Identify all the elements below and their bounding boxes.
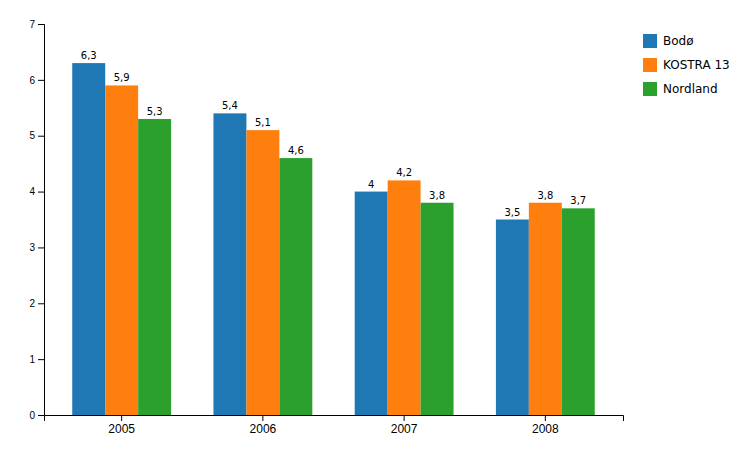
bar xyxy=(355,192,388,415)
x-tick: 2008 xyxy=(532,415,559,436)
data-label: 3,8 xyxy=(537,190,553,201)
x-tick-label: 2006 xyxy=(250,422,277,436)
y-tick-label: 6 xyxy=(29,75,35,86)
bar xyxy=(246,130,279,415)
y-tick-mark xyxy=(38,80,44,81)
data-label: 3,7 xyxy=(570,195,586,206)
y-tick: 5 xyxy=(29,130,44,141)
bar xyxy=(529,203,562,415)
y-tick: 1 xyxy=(29,354,44,365)
x-tick-label: 2007 xyxy=(391,422,418,436)
y-tick-label: 1 xyxy=(29,354,35,365)
x-axis-line xyxy=(45,416,624,422)
legend-label: Bodø xyxy=(663,34,694,48)
plot: 0 1 2 3 4 5 6 7 2005 2006 2007 2008 6,3 5,4 4 3,5 5,9 5,1… xyxy=(29,19,623,436)
y-tick-mark xyxy=(38,247,44,248)
legend-swatch xyxy=(643,82,657,96)
y-tick-label: 5 xyxy=(29,130,35,141)
y-axis: 0 1 2 3 4 5 6 7 xyxy=(29,19,44,421)
y-axis-line xyxy=(38,25,45,416)
y-tick-mark xyxy=(38,136,44,137)
data-label: 3,5 xyxy=(504,207,520,218)
data-label: 4,6 xyxy=(288,145,304,156)
y-tick-label: 0 xyxy=(29,410,35,421)
y-tick-mark xyxy=(38,415,44,416)
bar xyxy=(138,119,171,415)
bar xyxy=(213,113,246,415)
y-tick: 2 xyxy=(29,298,44,309)
y-tick-label: 3 xyxy=(29,242,35,253)
data-label: 4 xyxy=(368,179,374,190)
y-tick: 4 xyxy=(29,186,44,197)
data-label: 5,4 xyxy=(222,100,238,111)
y-tick: 3 xyxy=(29,242,44,253)
data-labels: 6,3 5,4 4 3,5 5,9 5,1 4,2 3,8 5,3 4,6 3,8 3,7 xyxy=(81,50,586,217)
data-label: 4,2 xyxy=(396,167,412,178)
x-tick: 2007 xyxy=(391,415,418,436)
x-tick: 2006 xyxy=(250,415,277,436)
x-tick-mark xyxy=(545,415,546,421)
x-tick-mark xyxy=(404,415,405,421)
x-axis: 2005 2006 2007 2008 xyxy=(45,415,624,436)
bar xyxy=(562,208,595,415)
data-label: 6,3 xyxy=(81,50,97,61)
y-tick: 0 xyxy=(29,410,44,421)
x-tick: 2005 xyxy=(108,415,135,436)
bars xyxy=(72,63,595,415)
legend-item: Nordland xyxy=(643,82,718,96)
bar xyxy=(388,180,421,415)
x-tick-label: 2008 xyxy=(532,422,559,436)
legend-swatch xyxy=(643,34,657,48)
y-tick: 6 xyxy=(29,75,44,86)
legend-label: Nordland xyxy=(663,82,718,96)
y-tick-label: 4 xyxy=(29,186,35,197)
legend-label: KOSTRA 13 xyxy=(663,58,730,72)
legend-swatch xyxy=(643,58,657,72)
y-tick-mark xyxy=(38,24,44,25)
data-label: 5,1 xyxy=(255,117,271,128)
bar xyxy=(279,158,312,415)
bar xyxy=(105,85,138,415)
bar xyxy=(72,63,105,415)
x-tick-mark xyxy=(121,415,122,421)
y-tick-mark xyxy=(38,192,44,193)
legend: Bodø KOSTRA 13 Nordland xyxy=(643,34,730,96)
legend-item: KOSTRA 13 xyxy=(643,58,730,72)
x-tick-mark xyxy=(262,415,263,421)
chart: 0 1 2 3 4 5 6 7 2005 2006 2007 2008 6,3 5,4 4 3,5 5,9 5,1… xyxy=(0,0,753,451)
y-tick-label: 2 xyxy=(29,298,35,309)
x-tick-label: 2005 xyxy=(108,422,135,436)
bar xyxy=(496,220,529,416)
bar xyxy=(421,203,454,415)
data-label: 3,8 xyxy=(429,190,445,201)
data-label: 5,9 xyxy=(114,72,130,83)
data-label: 5,3 xyxy=(147,106,163,117)
y-tick-mark xyxy=(38,359,44,360)
y-tick: 7 xyxy=(29,19,44,30)
y-tick-label: 7 xyxy=(29,19,35,30)
y-tick-mark xyxy=(38,303,44,304)
legend-item: Bodø xyxy=(643,34,694,48)
